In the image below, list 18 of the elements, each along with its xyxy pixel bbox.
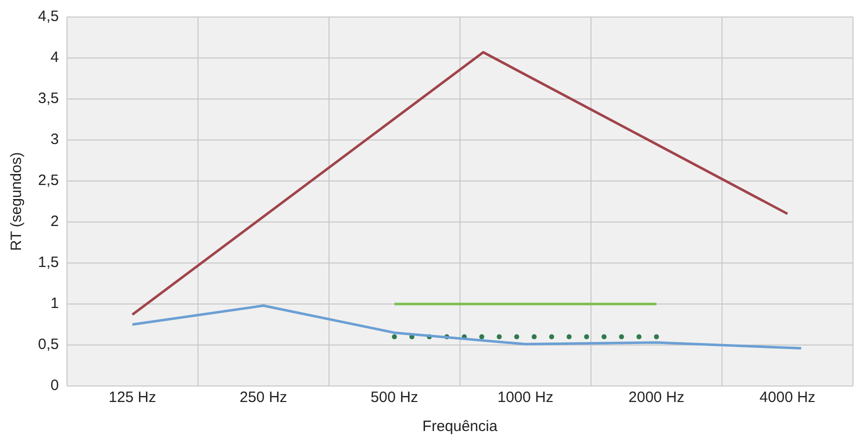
x-tick-label: 500 Hz <box>370 389 418 406</box>
y-tick-label: 3 <box>50 131 59 148</box>
y-tick-label: 4 <box>50 49 59 66</box>
y-tick-label: 0 <box>50 377 59 394</box>
x-axis-title: Frequência <box>422 418 498 436</box>
y-tick-label: 1,5 <box>38 254 59 272</box>
x-tick-label: 1000 Hz <box>498 389 554 406</box>
y-tick-label: 2,5 <box>38 172 59 190</box>
x-tick-label: 2000 Hz <box>628 389 684 406</box>
x-tick-label: 4000 Hz <box>760 389 816 406</box>
y-tick-label: 2 <box>50 213 59 230</box>
y-axis-title: RT (segundos) <box>8 152 26 251</box>
y-tick-label: 4,5 <box>38 8 59 26</box>
y-tick-label: 3,5 <box>38 90 59 108</box>
y-tick-label: 0,5 <box>38 336 59 354</box>
x-tick-label: 250 Hz <box>240 389 288 406</box>
y-tick-label: 1 <box>50 295 59 312</box>
x-tick-label: 125 Hz <box>108 389 156 406</box>
